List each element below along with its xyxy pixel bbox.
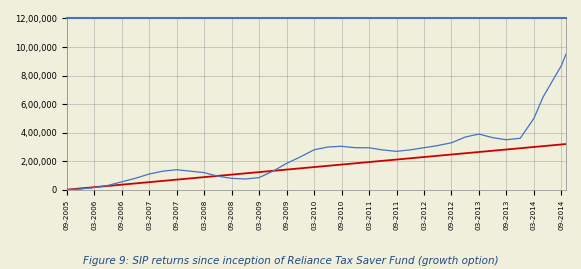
Text: Figure 9: SIP returns since inception of Reliance Tax Saver Fund (growth option): Figure 9: SIP returns since inception of… xyxy=(83,256,498,266)
